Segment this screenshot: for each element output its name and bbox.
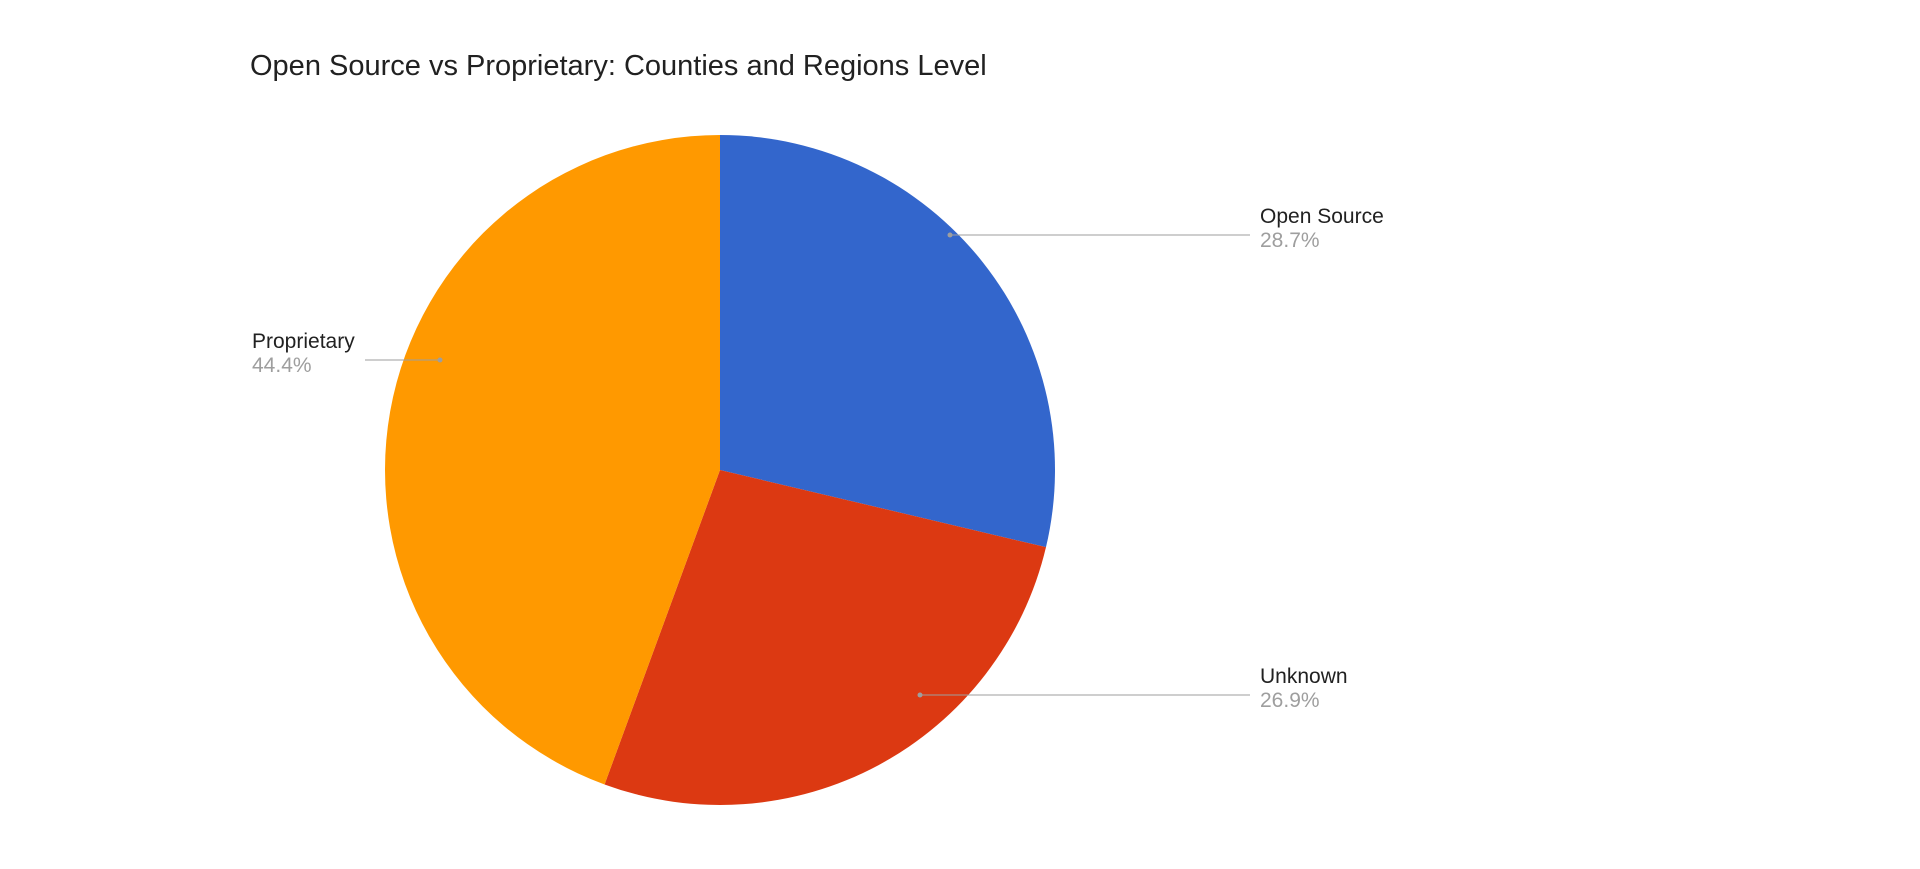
slice-label-percent: 44.4% [252,354,355,378]
slice-label-percent: 28.7% [1260,229,1384,253]
slice-label-name: Unknown [1260,665,1348,689]
pie-chart-container: Open Source vs Proprietary: Counties and… [0,0,1920,869]
slice-label-proprietary: Proprietary44.4% [252,330,355,378]
slice-label-name: Open Source [1260,205,1384,229]
slice-label-open-source: Open Source28.7% [1260,205,1384,253]
slice-label-percent: 26.9% [1260,689,1348,713]
slice-label-unknown: Unknown26.9% [1260,665,1348,713]
slice-label-name: Proprietary [252,330,355,354]
pie-chart-svg [0,0,1920,869]
